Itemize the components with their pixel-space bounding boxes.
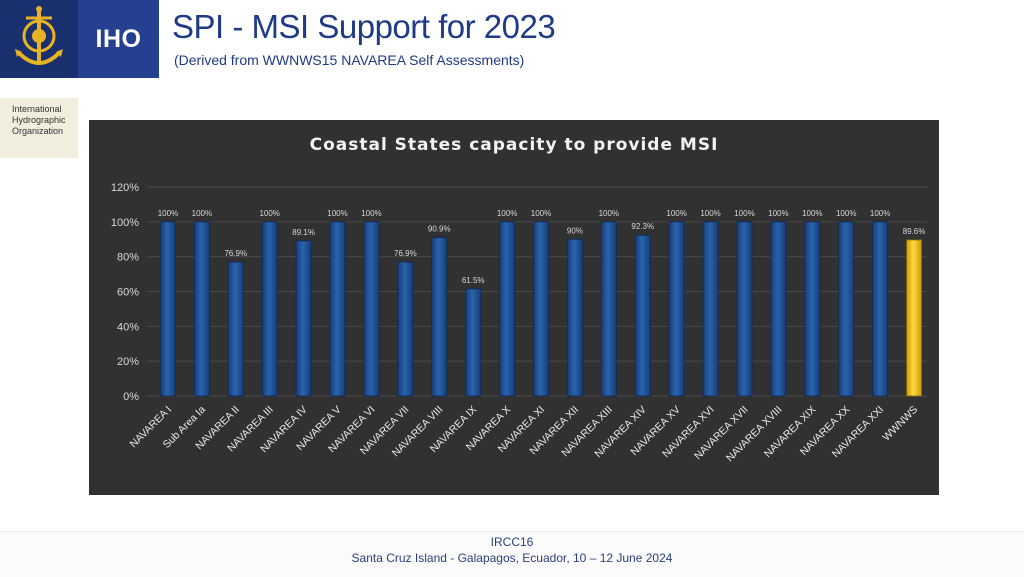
bar-chart: Coastal States capacity to provide MSI 0%…: [111, 135, 927, 464]
bar: [533, 221, 549, 397]
data-label: 100%: [666, 209, 686, 218]
bar: [770, 221, 787, 397]
data-label: 100%: [192, 209, 212, 218]
bar: [193, 221, 210, 397]
page-subtitle: (Derived from WWNWS15 NAVAREA Self Asses…: [174, 52, 525, 68]
data-label: 100%: [836, 209, 856, 218]
y-tick-label: 120%: [111, 182, 139, 194]
bar: [906, 239, 922, 397]
footer: [0, 531, 1024, 577]
y-tick-label: 60%: [117, 287, 139, 299]
bar: [329, 221, 346, 397]
bar: [838, 221, 855, 397]
bar: [160, 221, 176, 397]
page-title: SPI - MSI Support for 2023: [172, 8, 556, 45]
bar: [295, 240, 312, 397]
data-label: 100%: [361, 209, 381, 218]
data-label: 76.9%: [224, 249, 247, 258]
data-label: 90%: [567, 226, 583, 235]
bar: [465, 288, 482, 397]
data-label: 100%: [259, 209, 279, 218]
bar: [499, 221, 515, 397]
y-tick-label: 20%: [117, 356, 139, 368]
data-label: 100%: [531, 209, 551, 218]
data-label: 100%: [734, 209, 754, 218]
data-label: 90.9%: [428, 225, 451, 234]
bar: [261, 221, 278, 397]
org-name: International Hydrographic Organization: [12, 104, 66, 136]
bar: [872, 221, 889, 397]
footer-event: IRCC16: [490, 535, 534, 549]
bar: [567, 238, 583, 397]
bar: [227, 261, 244, 397]
bar: [634, 234, 651, 397]
bar: [600, 221, 617, 397]
data-label: 89.6%: [903, 227, 926, 236]
data-label: 100%: [599, 209, 619, 218]
y-tick-label: 100%: [111, 217, 139, 229]
footer-location: Santa Cruz Island - Galapagos, Ecuador, …: [351, 551, 673, 565]
anchor-emblem-icon: [15, 6, 63, 65]
data-label: 100%: [768, 209, 788, 218]
y-tick-label: 0%: [123, 391, 139, 403]
data-label: 100%: [802, 209, 822, 218]
bar: [702, 221, 719, 397]
bar: [431, 237, 448, 397]
chart-title: Coastal States capacity to provide MSI: [310, 135, 719, 155]
org-name-box: [0, 98, 78, 158]
bar: [736, 221, 753, 397]
y-tick-label: 80%: [117, 252, 139, 264]
data-label: 76.9%: [394, 249, 417, 258]
data-label: 100%: [497, 209, 517, 218]
bar: [397, 261, 414, 397]
data-label: 100%: [327, 209, 347, 218]
data-label: 61.5%: [462, 276, 485, 285]
data-label: 100%: [870, 209, 890, 218]
y-tick-label: 40%: [117, 321, 139, 333]
iho-label: IHO: [78, 0, 159, 78]
chart-panel: Coastal States capacity to provide MSI 0%…: [89, 120, 939, 495]
data-label: 100%: [700, 209, 720, 218]
x-tick-label: WWNWS: [880, 404, 920, 444]
iho-logo: [0, 0, 78, 78]
bar: [668, 221, 685, 397]
data-label: 89.1%: [292, 228, 315, 237]
bar: [363, 221, 380, 397]
bar: [804, 221, 821, 397]
data-label: 92.3%: [631, 222, 654, 231]
data-label: 100%: [158, 209, 178, 218]
